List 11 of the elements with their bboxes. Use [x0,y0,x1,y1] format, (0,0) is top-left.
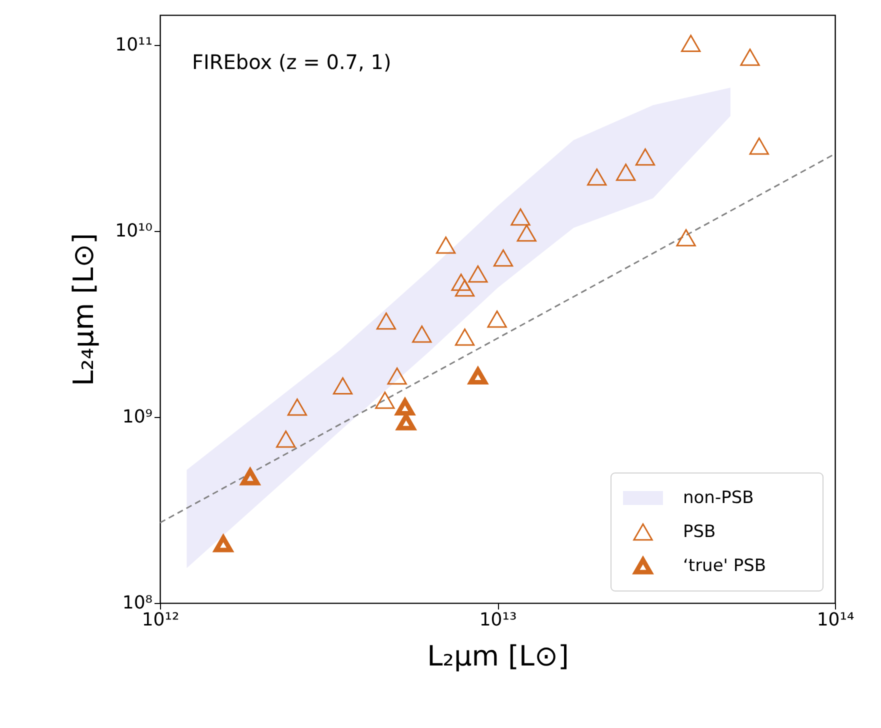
legend-label: PSB [683,522,716,542]
x-tick-label: 10¹⁴ [816,610,854,630]
legend-label: non-PSB [683,488,754,508]
x-tick-label: 10¹³ [479,610,517,630]
annotation: FIREbox (z = 0.7, 1) [192,50,392,74]
legend-label: ‘true' PSB [683,556,766,576]
y-tick-label: 10⁹ [122,406,152,428]
y-axis-title: L₂₄μm [L⊙] [67,233,100,386]
y-tick-label: 10¹⁰ [115,220,152,242]
y-tick-label: 10¹¹ [115,34,152,56]
x-axis-title: L₂μm [L⊙] [427,640,569,672]
